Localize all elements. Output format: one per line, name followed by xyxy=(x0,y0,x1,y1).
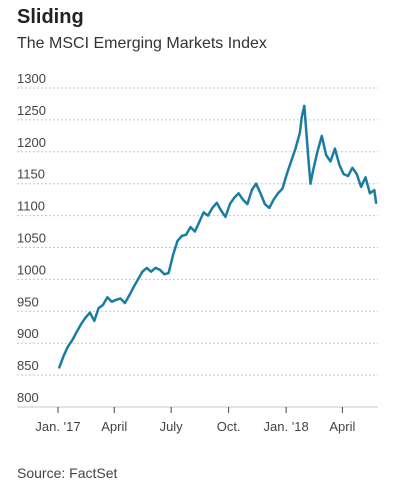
y-tick-label: 850 xyxy=(17,358,39,373)
y-axis-ticks: 800 850 900 950 1000 1050 1100 1150 1200 1250 1300 xyxy=(17,71,46,405)
x-tick-label: Jan. '17 xyxy=(35,419,80,434)
series-line-0 xyxy=(58,104,378,369)
x-tick-label: July xyxy=(160,419,184,434)
gridlines xyxy=(17,87,378,408)
y-tick-label: 1150 xyxy=(17,167,45,182)
chart-subtitle: The MSCI Emerging Markets Index xyxy=(17,35,267,52)
chart-title: Sliding xyxy=(17,6,84,28)
source-note: Source: FactSet xyxy=(17,465,118,481)
series-group xyxy=(58,104,378,369)
y-tick-label: 950 xyxy=(17,294,39,309)
y-tick-label: 1100 xyxy=(17,199,45,214)
y-tick-label: 1050 xyxy=(17,231,46,246)
y-tick-label: 1250 xyxy=(17,103,46,118)
x-tick-label: Jan. '18 xyxy=(264,419,309,434)
y-tick-label: 1000 xyxy=(17,262,46,277)
y-tick-label: 1300 xyxy=(17,71,46,86)
x-axis: Jan. '17 April July Oct. Jan. '18 April xyxy=(35,407,355,434)
y-tick-label: 1200 xyxy=(17,135,46,150)
y-tick-label: 800 xyxy=(17,390,39,405)
x-tick-label: April xyxy=(101,419,127,434)
x-tick-label: April xyxy=(329,419,355,434)
y-tick-label: 900 xyxy=(17,326,39,341)
x-tick-label: Oct. xyxy=(217,419,241,434)
